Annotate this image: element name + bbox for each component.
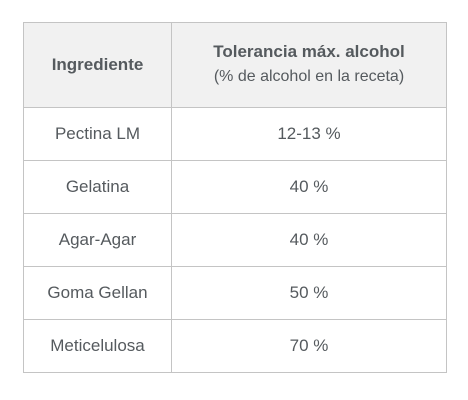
ingredient-cell: Gelatina (23, 160, 172, 214)
header-tolerance-title: Tolerancia máx. alcohol (213, 42, 405, 61)
table-body: Pectina LM 12-13 % Gelatina 40 % Agar-Ag… (23, 107, 447, 373)
table-row: Meticelulosa 70 % (23, 319, 447, 373)
table-row: Agar-Agar 40 % (23, 213, 447, 267)
tolerance-cell: 40 % (171, 160, 447, 214)
tolerance-cell: 50 % (171, 266, 447, 320)
table-row: Pectina LM 12-13 % (23, 107, 447, 161)
tolerance-cell: 40 % (171, 213, 447, 267)
tolerance-cell: 70 % (171, 319, 447, 373)
header-ingredient: Ingrediente (23, 22, 172, 108)
ingredient-cell: Pectina LM (23, 107, 172, 161)
ingredient-cell: Agar-Agar (23, 213, 172, 267)
header-tolerance: Tolerancia máx. alcohol (% de alcohol en… (171, 22, 447, 108)
tolerance-cell: 12-13 % (171, 107, 447, 161)
table-row: Goma Gellan 50 % (23, 266, 447, 320)
alcohol-tolerance-table-container: Ingrediente Tolerancia máx. alcohol (% d… (23, 22, 447, 373)
header-tolerance-subtitle: (% de alcohol en la receta) (213, 68, 405, 85)
header-row: Ingrediente Tolerancia máx. alcohol (% d… (23, 22, 447, 108)
alcohol-tolerance-table: Ingrediente Tolerancia máx. alcohol (% d… (23, 22, 447, 373)
table-header: Ingrediente Tolerancia máx. alcohol (% d… (23, 22, 447, 108)
ingredient-cell: Goma Gellan (23, 266, 172, 320)
table-row: Gelatina 40 % (23, 160, 447, 214)
ingredient-cell: Meticelulosa (23, 319, 172, 373)
